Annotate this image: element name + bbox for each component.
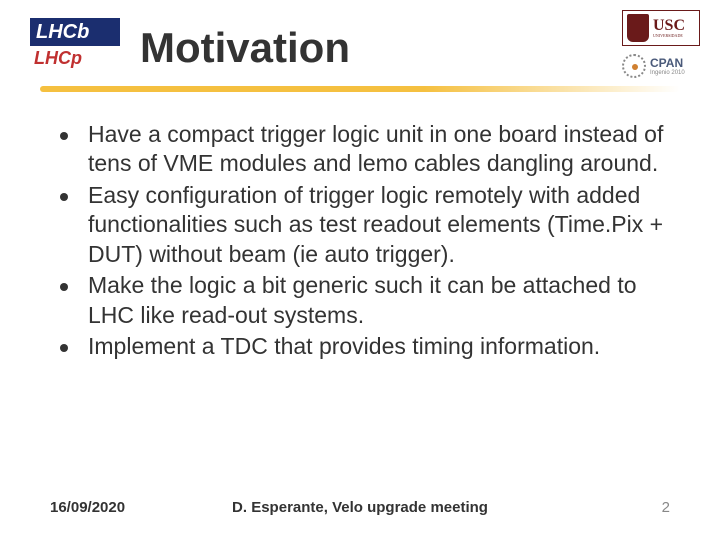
bullet-item: Implement a TDC that provides timing inf… <box>60 332 670 361</box>
bullet-item: Make the logic a bit generic such it can… <box>60 271 670 330</box>
bullet-item: Have a compact trigger logic unit in one… <box>60 120 670 179</box>
slide-title: Motivation <box>140 24 350 72</box>
usc-label: USC <box>653 18 685 34</box>
bullet-item: Easy configuration of trigger logic remo… <box>60 181 670 269</box>
usc-crest-icon <box>627 14 649 42</box>
footer-author: D. Esperante, Velo upgrade meeting <box>232 499 488 516</box>
affiliation-logos: USC UNIVERSIDADE CPAN Ingenio 2010 <box>622 10 700 82</box>
cpan-logo: CPAN Ingenio 2010 <box>622 50 700 82</box>
footer-date: 16/09/2020 <box>50 499 125 516</box>
bullet-list: Have a compact trigger logic unit in one… <box>60 120 670 362</box>
slide-header: LHCb LHCp Motivation USC UNIVERSIDADE CP… <box>0 0 720 78</box>
lhcb-logo: LHCb LHCp <box>30 18 120 78</box>
usc-logo: USC UNIVERSIDADE <box>622 10 700 46</box>
slide-content: Have a compact trigger logic unit in one… <box>0 92 720 362</box>
usc-sublabel: UNIVERSIDADE <box>653 34 685 38</box>
footer-page-number: 2 <box>662 499 670 516</box>
cpan-swirl-icon <box>622 54 646 78</box>
cpan-label: CPAN <box>650 56 685 70</box>
lhcb-logo-bottom: LHCp <box>34 48 82 69</box>
lhcb-logo-top: LHCb <box>30 18 120 46</box>
cpan-sublabel: Ingenio 2010 <box>650 70 685 76</box>
slide-footer: 16/09/2020 D. Esperante, Velo upgrade me… <box>0 499 720 516</box>
